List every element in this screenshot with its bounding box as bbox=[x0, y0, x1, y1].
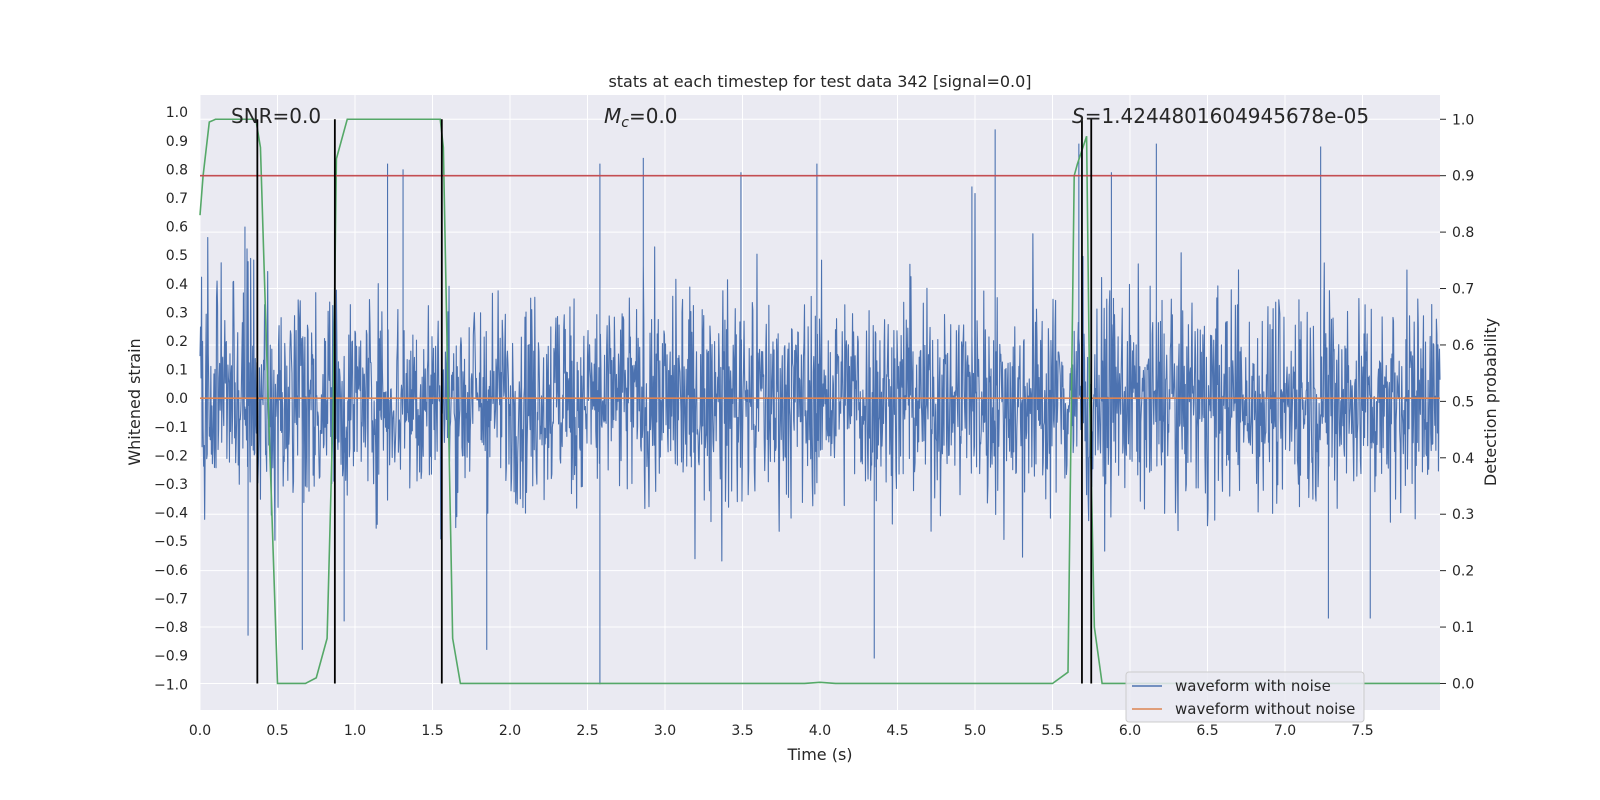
x-tick-label-11: 5.5 bbox=[1041, 723, 1063, 739]
annotation-snr: SNR=0.0 bbox=[231, 104, 321, 128]
x-tick-label-13: 6.5 bbox=[1196, 723, 1218, 739]
x-tick-label-3: 1.5 bbox=[421, 723, 443, 739]
vertical-markers bbox=[256, 119, 1093, 684]
x-tick-label-8: 4.0 bbox=[809, 723, 831, 739]
x-tick-label-6: 3.0 bbox=[654, 723, 676, 739]
y-left-tick-label-3: 0.7 bbox=[166, 191, 188, 207]
y-right-tick-label-8: 0.2 bbox=[1452, 564, 1474, 580]
y-left-tick-label-10: 0.0 bbox=[166, 391, 188, 407]
y-right-tick-label-2: 0.8 bbox=[1452, 225, 1474, 241]
y-left-tick-label-17: −0.7 bbox=[154, 591, 188, 607]
y-left-tick-label-14: −0.4 bbox=[154, 506, 188, 522]
y-left-tick-label-4: 0.6 bbox=[166, 220, 188, 236]
annotation-s: S=1.4244801604945678e-05 bbox=[1072, 104, 1369, 128]
y-right-tick-label-7: 0.3 bbox=[1452, 507, 1474, 523]
y-left-tick-label-9: 0.1 bbox=[166, 363, 188, 379]
x-tick-label-15: 7.5 bbox=[1351, 723, 1373, 739]
y-left-tick-label-2: 0.8 bbox=[166, 162, 188, 178]
chart-title: stats at each timestep for test data 342… bbox=[608, 72, 1031, 91]
annotation-mc-subscript: c bbox=[621, 115, 629, 131]
waveform-with-noise-line bbox=[199, 129, 1441, 685]
y-right-tick-label-6: 0.4 bbox=[1452, 451, 1474, 467]
x-axis-label: Time (s) bbox=[786, 745, 852, 764]
y-left-tick-label-12: −0.2 bbox=[154, 448, 188, 464]
annotation-mc: Mc=0.0 bbox=[604, 104, 678, 131]
y-left-axis-label: Whitened strain bbox=[125, 338, 144, 465]
x-tick-label-14: 7.0 bbox=[1274, 723, 1296, 739]
y-left-tick-label-18: −0.8 bbox=[154, 620, 188, 636]
x-tick-label-2: 1.0 bbox=[344, 723, 366, 739]
y-left-axis-ticks: 1.0 0.9 0.8 0.7 0.6 0.5 0.4 0.3 0.2 0.1 0.0 −0.1 −0.… bbox=[154, 105, 188, 693]
y-left-tick-label-6: 0.4 bbox=[166, 277, 188, 293]
series-lines bbox=[199, 118, 1440, 685]
y-left-tick-label-8: 0.2 bbox=[166, 334, 188, 350]
y-left-tick-label-15: −0.5 bbox=[154, 534, 188, 550]
legend-label-clean: waveform without noise bbox=[1175, 700, 1355, 718]
y-left-tick-label-5: 0.5 bbox=[166, 248, 188, 264]
legend: waveform with noise waveform without noi… bbox=[1125, 671, 1365, 723]
y-right-axis-ticks: 1.0 0.9 0.8 0.7 0.6 0.5 0.4 0.3 0.2 0.1 0.0 bbox=[1440, 112, 1474, 692]
y-right-axis-label: Detection probability bbox=[1481, 318, 1500, 486]
x-tick-label-5: 2.5 bbox=[576, 723, 598, 739]
y-left-tick-label-20: −1.0 bbox=[154, 677, 188, 693]
x-tick-label-4: 2.0 bbox=[499, 723, 521, 739]
x-tick-label-9: 4.5 bbox=[886, 723, 908, 739]
y-left-tick-label-1: 0.9 bbox=[166, 134, 188, 150]
y-left-tick-label-13: −0.3 bbox=[154, 477, 188, 493]
y-right-tick-label-10: 0.0 bbox=[1452, 676, 1474, 692]
x-tick-label-10: 5.0 bbox=[964, 723, 986, 739]
x-tick-label-1: 0.5 bbox=[266, 723, 288, 739]
annotation-s-value: =1.4244801604945678e-05 bbox=[1085, 104, 1369, 128]
series-detection-probability bbox=[199, 118, 1440, 685]
y-right-tick-label-5: 0.5 bbox=[1452, 394, 1474, 410]
annotation-mc-symbol: M bbox=[604, 104, 621, 128]
annotation-s-symbol: S bbox=[1072, 104, 1085, 128]
y-right-tick-label-4: 0.6 bbox=[1452, 338, 1474, 354]
y-left-tick-label-7: 0.3 bbox=[166, 305, 188, 321]
y-left-tick-label-19: −0.9 bbox=[154, 649, 188, 665]
x-axis-ticks: 0.0 0.5 1.0 1.5 2.0 2.5 3.0 3.5 4.0 4.5 5.0 5.5 6.0 6… bbox=[189, 723, 1374, 739]
y-left-tick-label-16: −0.6 bbox=[154, 563, 188, 579]
x-tick-label-12: 6.0 bbox=[1119, 723, 1141, 739]
x-tick-label-0: 0.0 bbox=[189, 723, 211, 739]
y-right-tick-label-1: 0.9 bbox=[1452, 169, 1474, 185]
y-right-tick-label-3: 0.7 bbox=[1452, 282, 1474, 298]
y-left-tick-label-0: 1.0 bbox=[166, 105, 188, 121]
y-right-tick-label-0: 1.0 bbox=[1452, 112, 1474, 128]
annotation-mc-value: =0.0 bbox=[629, 104, 678, 128]
x-tick-label-7: 3.5 bbox=[731, 723, 753, 739]
legend-label-noise: waveform with noise bbox=[1175, 677, 1331, 695]
y-left-tick-label-11: −0.1 bbox=[154, 420, 188, 436]
series-waveform-with-noise bbox=[199, 129, 1441, 685]
y-right-tick-label-9: 0.1 bbox=[1452, 620, 1474, 636]
legend-box bbox=[1125, 671, 1365, 723]
